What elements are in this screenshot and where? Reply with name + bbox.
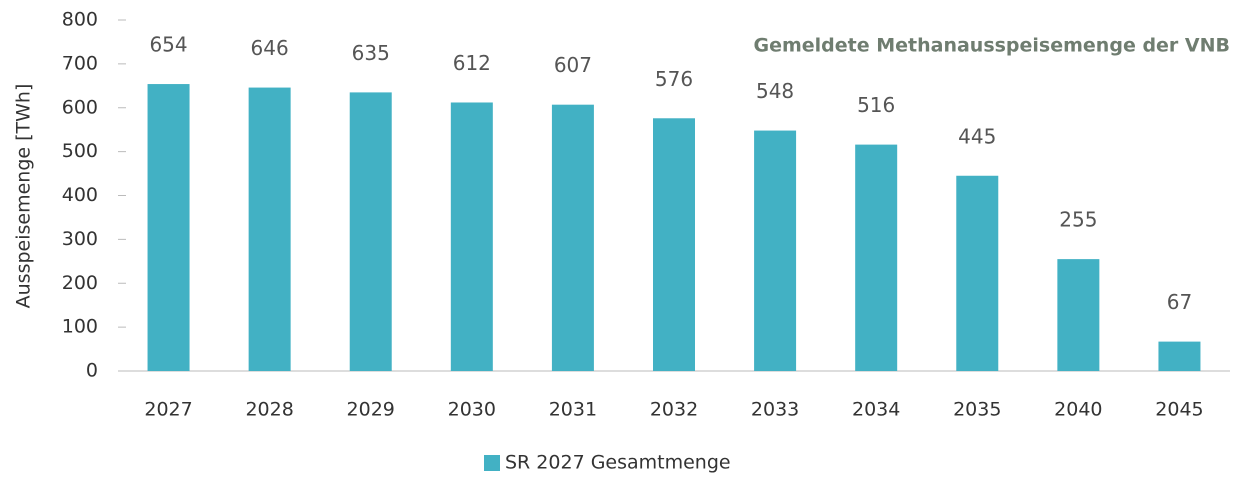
bar bbox=[450, 102, 493, 372]
x-tick-label: 2028 bbox=[245, 399, 293, 421]
data-label: 445 bbox=[958, 124, 996, 148]
x-tick-label: 2029 bbox=[347, 399, 395, 421]
data-label: 255 bbox=[1059, 208, 1097, 232]
x-tick-label: 2033 bbox=[751, 399, 799, 421]
data-label: 548 bbox=[756, 79, 794, 103]
y-tick-label: 200 bbox=[62, 272, 98, 294]
y-tick-label: 700 bbox=[62, 52, 98, 74]
x-tick-label: 2045 bbox=[1155, 399, 1203, 421]
y-tick-label: 600 bbox=[62, 96, 98, 118]
y-tick-label: 0 bbox=[86, 360, 98, 382]
x-tick-label: 2040 bbox=[1054, 399, 1102, 421]
data-label: 67 bbox=[1167, 290, 1192, 314]
y-tick-label: 800 bbox=[62, 9, 98, 31]
x-tick-label: 2030 bbox=[448, 399, 496, 421]
data-label: 516 bbox=[857, 93, 895, 117]
bar bbox=[653, 118, 695, 371]
x-tick-label: 2035 bbox=[953, 399, 1001, 421]
data-label: 635 bbox=[352, 41, 390, 65]
y-tick-label: 300 bbox=[62, 228, 98, 250]
data-label: 607 bbox=[554, 53, 592, 77]
bar bbox=[551, 104, 594, 372]
bar bbox=[349, 92, 392, 372]
x-tick-label: 2027 bbox=[144, 399, 192, 421]
y-tick-label: 400 bbox=[62, 184, 98, 206]
data-label: 646 bbox=[251, 36, 289, 60]
chart-title: Gemeldete Methanausspeisemenge der VNB bbox=[753, 35, 1230, 57]
data-label: 612 bbox=[453, 51, 491, 75]
legend-swatch bbox=[484, 455, 500, 471]
y-tick-label: 100 bbox=[62, 316, 98, 338]
y-axis-label: Ausspeisemenge [TWh] bbox=[13, 84, 35, 309]
x-tick-label: 2034 bbox=[852, 399, 900, 421]
data-label: 654 bbox=[149, 33, 187, 57]
bar bbox=[1057, 259, 1100, 371]
bar bbox=[1158, 341, 1201, 371]
y-tick-label: 500 bbox=[62, 140, 98, 162]
bar bbox=[147, 84, 190, 372]
bar bbox=[754, 130, 797, 371]
bar bbox=[248, 87, 291, 371]
legend-label: SR 2027 Gesamtmenge bbox=[505, 452, 731, 474]
bar bbox=[956, 175, 999, 371]
x-tick-label: 2032 bbox=[650, 399, 698, 421]
x-tick-label: 2031 bbox=[549, 399, 597, 421]
bar bbox=[855, 144, 898, 371]
data-label: 576 bbox=[655, 67, 693, 91]
